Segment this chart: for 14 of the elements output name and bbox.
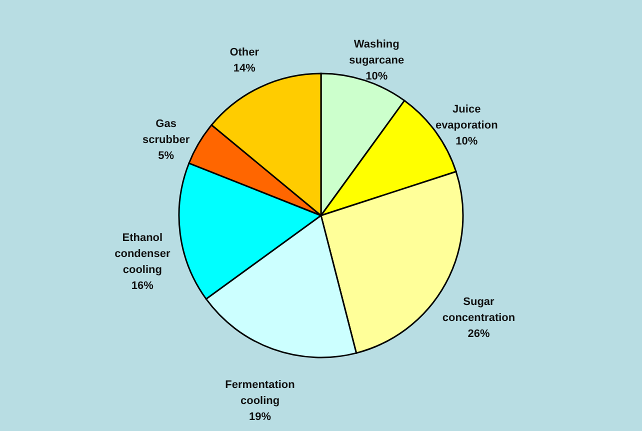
- slice-label: Gas scrubber: [142, 118, 190, 146]
- data-label: 26%: [468, 328, 490, 340]
- data-label: 19%: [249, 410, 272, 423]
- slice-label: Washing sugarcane: [349, 38, 404, 66]
- slice-label: Ethanol condenser cooling: [114, 232, 171, 276]
- data-label: 10%: [456, 136, 478, 148]
- slice-label: Other: [230, 46, 260, 59]
- slice-label: Sugar concentration: [442, 296, 516, 324]
- slice-label: Fermentation cooling: [225, 378, 296, 407]
- data-label: 16%: [131, 280, 154, 292]
- slice-label: Juice evaporation: [435, 104, 498, 132]
- data-label: 14%: [233, 62, 256, 75]
- data-label: 5%: [158, 150, 174, 162]
- data-label: 10%: [366, 70, 388, 82]
